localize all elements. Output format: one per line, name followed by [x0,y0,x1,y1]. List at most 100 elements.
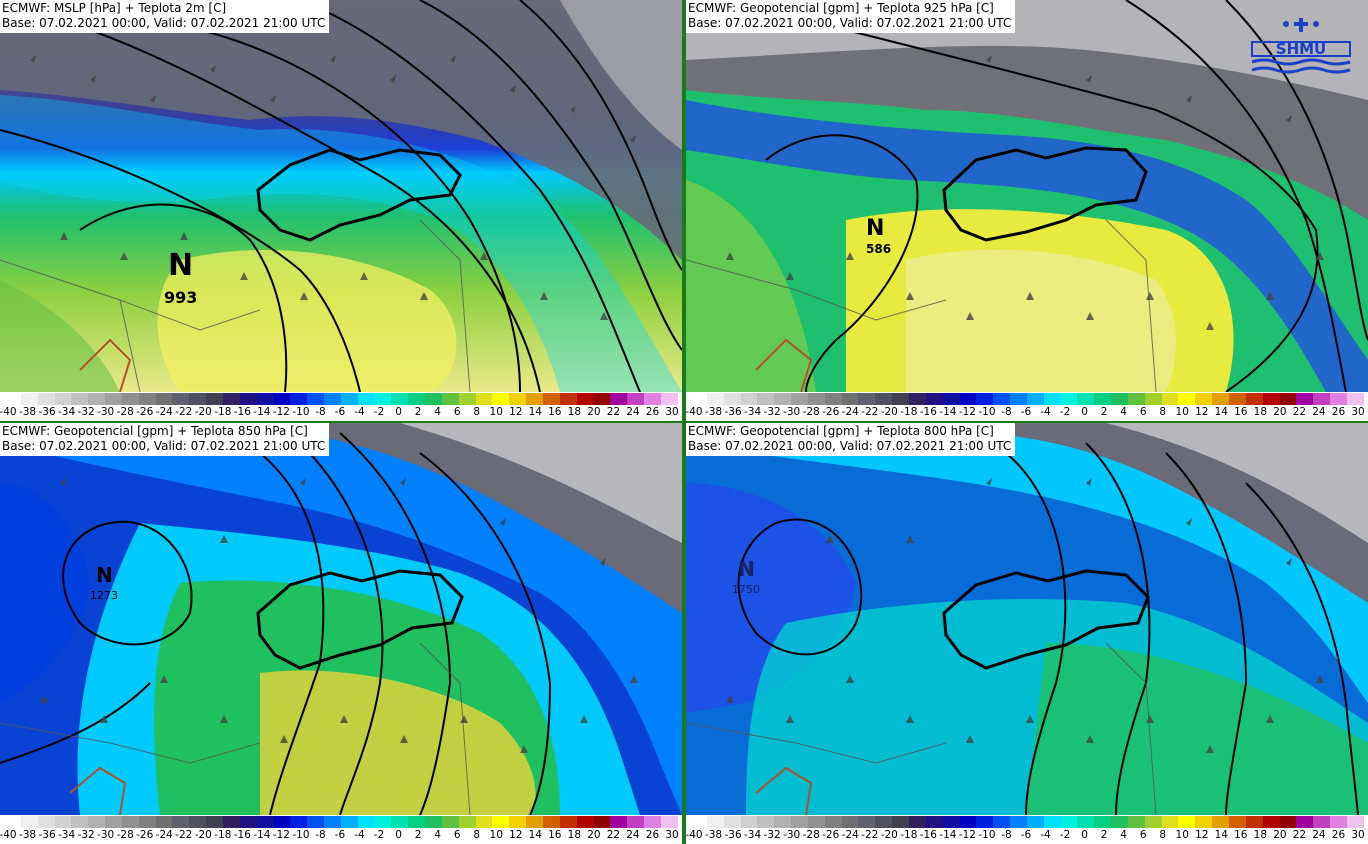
color-scale-swatch [256,816,274,828]
color-scale-tick-label: 8 [1159,829,1167,841]
color-scale-tick-label: -14 [253,406,271,418]
color-scale-swatch [189,816,207,828]
color-scale-swatch [1296,816,1314,828]
color-scale-swatch [610,393,628,405]
color-scale: -40 -38 -36 -34 -32 -30 -28 -26 -24 -22 -20 -18 -16-… [0,392,682,421]
temperature-map [686,423,1368,815]
color-scale-tick-label: 20 [587,829,601,841]
color-scale-tick-label: 16 [1234,406,1248,418]
color-scale-tick-label: -34 [58,406,76,418]
color-scale-swatch [723,393,741,405]
color-scale-tick-label: -14 [939,406,957,418]
color-scale-tick-label: -36 [38,406,56,418]
color-scale-swatch [37,816,55,828]
color-scale-swatch [425,393,442,405]
color-scale: -40 -38 -36 -34 -32 -30 -28 -26 -24 -22 -20 -18 -16-… [0,815,682,844]
color-scale-swatch [290,393,308,405]
color-scale-tick-label: 14 [528,406,542,418]
color-scale-swatch [1127,393,1145,405]
panel-title: ECMWF: Geopotencial [gpm] + Teplota 800 … [688,424,994,438]
color-scale-tick-label: 14 [1214,406,1228,418]
color-scale-swatch [273,816,291,828]
color-scale-tick-label: 8 [1159,406,1167,418]
color-scale-tick-label: -40 [686,829,703,841]
color-scale-swatch [458,816,476,828]
color-scale-tick-label: 4 [1120,829,1127,841]
color-scale-swatch [660,393,678,405]
color-scale-tick-label: 10 [489,829,503,841]
color-scale-swatch [1245,393,1263,405]
color-scale-swatch [1346,393,1364,405]
color-scale-swatch [1346,816,1364,828]
color-scale-swatch [1229,393,1246,405]
color-scale-tick-label: -20 [880,829,898,841]
color-scale-tick-label: -18 [900,406,918,418]
color-scale-tick-label: 30 [665,406,679,418]
color-scale-tick-label: 16 [548,406,562,418]
color-scale-tick-label: -10 [978,829,996,841]
color-scale-tick-label: -38 [18,829,37,841]
color-scale-tick-label: -4 [354,829,365,841]
color-scale-swatch [543,816,560,828]
color-scale-swatch [858,393,876,405]
color-scale-tick-label: 0 [1081,829,1088,841]
color-scale-tick-label: -8 [315,406,326,418]
color-scale-tick-label: -6 [1020,829,1032,841]
low-pressure-value: 1273 [90,589,118,602]
color-scale-swatch [155,816,173,828]
color-scale-swatch [925,816,943,828]
color-scale-tick-label: -36 [38,829,56,841]
color-scale-tick-label: 2 [1100,406,1108,418]
color-scale-swatch [1094,816,1112,828]
color-scale: -40 -38 -36 -34 -32 -30 -28 -26 -24 -22 -20 -18 -16-… [686,392,1368,421]
color-scale-bar [690,393,1364,405]
color-scale-swatch [172,393,190,405]
color-scale-swatch [740,816,758,828]
color-scale-swatch [1026,393,1044,405]
color-scale-swatch [475,393,493,405]
color-scale-swatch [959,816,977,828]
color-scale-swatch [757,816,775,828]
color-scale-tick-label: -22 [175,829,193,841]
panel-base-valid: Base: 07.02.2021 00:00, Valid: 07.02.202… [2,439,326,453]
color-scale-swatch [509,393,527,405]
color-scale-tick-label: -24 [155,406,173,418]
color-scale-swatch [757,393,775,405]
color-scale-tick-label: -18 [214,829,232,841]
color-scale-swatch [1330,393,1347,405]
color-scale-tick-label: -6 [334,406,346,418]
color-scale-swatch [492,393,510,405]
color-scale-tick-label: -2 [1059,829,1071,841]
color-scale-ticks: -40 -38 -36 -34 -32 -30 -28 -26 -24 -22 -20 -18 -16-… [686,405,1368,420]
color-scale-swatch [307,393,325,405]
color-scale-swatch [71,393,89,405]
color-scale-tick-label: -16 [233,829,251,841]
color-scale-tick-label: 18 [567,829,582,841]
panel-base-valid: Base: 07.02.2021 00:00, Valid: 07.02.202… [2,16,326,30]
color-scale-swatch [374,393,392,405]
color-scale-swatch [774,393,792,405]
color-scale-tick-label: 14 [1214,829,1228,841]
color-scale-swatch [942,393,960,405]
color-scale-tick-label: -24 [841,829,859,841]
color-scale-swatch [660,816,678,828]
color-scale-tick-label: -2 [373,829,385,841]
color-scale-tick-label: 20 [1273,406,1287,418]
low-pressure-value: 993 [164,288,198,307]
color-scale-tick-label: 12 [509,829,523,841]
color-scale-swatch [408,816,426,828]
color-scale-tick-label: -36 [724,406,742,418]
color-scale-tick-label: -12 [272,829,290,841]
color-scale-swatch [706,393,724,405]
color-scale-tick-label: 6 [453,829,461,841]
color-scale-swatch [774,816,792,828]
color-scale-tick-label: -30 [783,406,801,418]
color-scale-swatch [1262,816,1280,828]
color-scale-tick-label: 22 [606,829,621,841]
color-scale-tick-label: -12 [958,829,976,841]
color-scale-swatch [425,816,442,828]
color-scale-tick-label: -32 [763,829,781,841]
color-scale-tick-label: 22 [1292,829,1307,841]
color-scale-tick-label: -40 [0,406,17,418]
